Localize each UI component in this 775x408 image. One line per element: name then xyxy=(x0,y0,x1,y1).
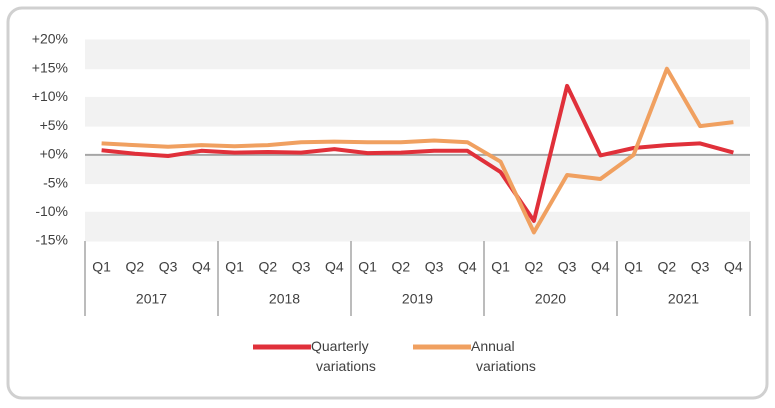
x-tick-label: Q3 xyxy=(292,259,311,275)
x-tick-label: Q3 xyxy=(691,259,710,275)
x-tick-label: Q1 xyxy=(225,259,244,275)
grid-band xyxy=(85,154,750,184)
x-tick-label: Q3 xyxy=(558,259,577,275)
grid-band xyxy=(85,97,750,127)
x-tick-label: Q2 xyxy=(126,259,145,275)
x-tick-label: Q3 xyxy=(425,259,444,275)
legend-label: Annual variations xyxy=(471,338,536,374)
y-tick-label: -15% xyxy=(35,232,68,248)
x-tick-label: Q1 xyxy=(92,259,111,275)
x-tick-label: Q2 xyxy=(392,259,411,275)
x-group-label: 2017 xyxy=(136,291,167,307)
x-tick-label: Q1 xyxy=(491,259,510,275)
y-tick-label: +5% xyxy=(40,117,68,133)
y-tick-label: +20% xyxy=(32,31,68,47)
x-tick-label: Q4 xyxy=(724,259,743,275)
y-tick-label: +10% xyxy=(32,88,68,104)
grid-band xyxy=(85,40,750,69)
x-tick-label: Q2 xyxy=(658,259,677,275)
x-tick-label: Q4 xyxy=(591,259,610,275)
x-group-label: 2019 xyxy=(402,291,433,307)
y-tick-label: -10% xyxy=(35,203,68,219)
x-tick-label: Q4 xyxy=(458,259,477,275)
x-tick-label: Q1 xyxy=(624,259,643,275)
x-tick-label: Q4 xyxy=(325,259,344,275)
legend-label: Quarterly variations xyxy=(311,338,376,374)
x-group-label: 2021 xyxy=(668,291,699,307)
y-tick-label: -5% xyxy=(43,174,68,190)
series-line xyxy=(101,83,734,223)
grid-band xyxy=(85,212,750,241)
x-tick-label: Q4 xyxy=(192,259,211,275)
series-line xyxy=(101,66,734,235)
x-tick-label: Q1 xyxy=(358,259,377,275)
x-group-label: 2020 xyxy=(535,291,566,307)
x-group-label: 2018 xyxy=(269,291,300,307)
x-tick-label: Q2 xyxy=(259,259,278,275)
y-tick-label: +15% xyxy=(32,59,68,75)
y-tick-label: +0% xyxy=(40,146,68,162)
x-tick-label: Q2 xyxy=(525,259,544,275)
x-tick-label: Q3 xyxy=(159,259,178,275)
